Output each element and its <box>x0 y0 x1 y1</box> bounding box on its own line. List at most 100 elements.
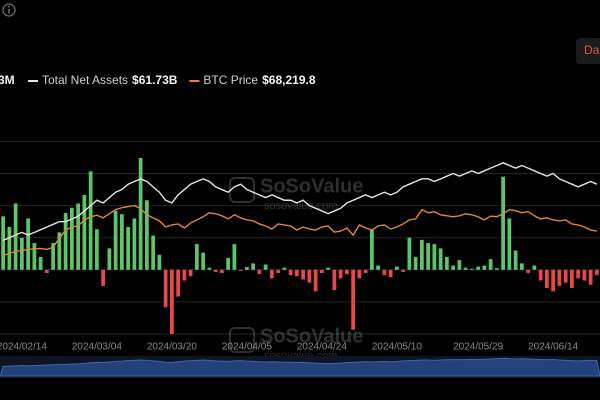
bar <box>457 260 462 270</box>
bar <box>351 269 355 330</box>
bar <box>32 243 37 270</box>
bar <box>101 269 105 286</box>
navigator-area <box>0 357 600 377</box>
bar <box>213 269 218 272</box>
bar <box>107 248 112 270</box>
bar <box>470 268 474 270</box>
bar <box>232 244 237 270</box>
bar <box>113 210 118 270</box>
bar <box>445 256 449 270</box>
legend: 3M Total Net Assets $61.73B BTC Price $68,2… <box>0 73 316 87</box>
bar <box>407 237 412 270</box>
bar <box>288 269 293 276</box>
x-tick-label: 2024/04/24 <box>297 342 347 353</box>
bar <box>482 265 487 270</box>
x-tick-label: 2024/03/04 <box>72 342 122 353</box>
bar <box>313 269 318 292</box>
bar <box>426 243 430 270</box>
line-series <box>2 162 598 242</box>
bar <box>57 232 62 270</box>
bar <box>420 239 424 270</box>
bar <box>570 269 574 288</box>
x-tick-label: 2024/04/05 <box>222 342 272 353</box>
bar <box>13 203 18 270</box>
bar <box>532 265 537 270</box>
watermark-text: SoSoValue <box>260 175 363 197</box>
bar <box>357 269 362 279</box>
bar <box>138 157 143 270</box>
bar <box>120 214 124 270</box>
bar <box>307 269 312 283</box>
watermark-text: SoSoValue <box>260 325 363 347</box>
bar <box>520 263 524 270</box>
legend-label: Total Net Assets <box>42 73 128 87</box>
info-dot <box>8 5 10 8</box>
bar <box>226 258 230 270</box>
bar <box>245 267 249 270</box>
bar <box>163 269 168 308</box>
bar <box>63 213 68 270</box>
bar <box>88 171 93 270</box>
bar <box>582 269 587 281</box>
bar <box>513 250 518 270</box>
x-tick-label: 2024/03/20 <box>147 342 197 353</box>
bar <box>70 207 74 270</box>
bar <box>82 194 87 270</box>
bar <box>176 269 180 297</box>
line-series <box>2 204 597 257</box>
bar <box>195 244 199 270</box>
bar <box>488 259 493 270</box>
bar <box>451 265 455 270</box>
bar <box>576 269 580 279</box>
watermark-url: sosovalue.com <box>264 200 337 212</box>
bar <box>270 269 274 279</box>
bar <box>26 218 30 270</box>
bar <box>132 218 137 270</box>
bar <box>551 269 555 292</box>
legend-value: $68,219.8 <box>262 73 316 87</box>
bar <box>220 269 224 274</box>
bar <box>45 269 49 274</box>
bar <box>476 266 480 270</box>
bar <box>370 229 374 270</box>
info-icon[interactable] <box>2 3 16 17</box>
bar <box>251 263 255 270</box>
bar <box>413 256 418 270</box>
bar <box>51 243 55 270</box>
bar <box>595 269 599 276</box>
bar <box>501 176 505 270</box>
bar <box>395 266 399 270</box>
bar <box>538 269 543 281</box>
bar <box>145 200 149 270</box>
legend-label: BTC Price <box>203 73 258 87</box>
bar <box>382 269 387 276</box>
bar <box>182 269 187 281</box>
bar <box>326 267 330 270</box>
bar <box>76 203 80 270</box>
bar <box>257 269 262 275</box>
watermark-logo <box>229 327 255 353</box>
x-tick-label: 2024/02/14 <box>0 342 47 353</box>
bar <box>363 269 368 274</box>
bar <box>207 267 212 270</box>
bar <box>263 264 268 270</box>
bar <box>401 269 405 272</box>
bar <box>151 235 155 270</box>
bar <box>126 227 130 270</box>
button-bg <box>576 38 600 64</box>
range-button[interactable]: Da <box>576 38 600 64</box>
bar <box>345 269 349 275</box>
bar <box>438 248 443 270</box>
bar <box>295 269 299 277</box>
bar <box>526 269 530 274</box>
legend-value: $61.73B <box>132 73 178 87</box>
bar <box>495 268 499 270</box>
bar <box>38 256 43 270</box>
x-tick-label: 2024/05/10 <box>372 342 422 353</box>
button-text: Da <box>584 43 600 57</box>
bar <box>282 267 287 270</box>
bar <box>557 269 562 286</box>
